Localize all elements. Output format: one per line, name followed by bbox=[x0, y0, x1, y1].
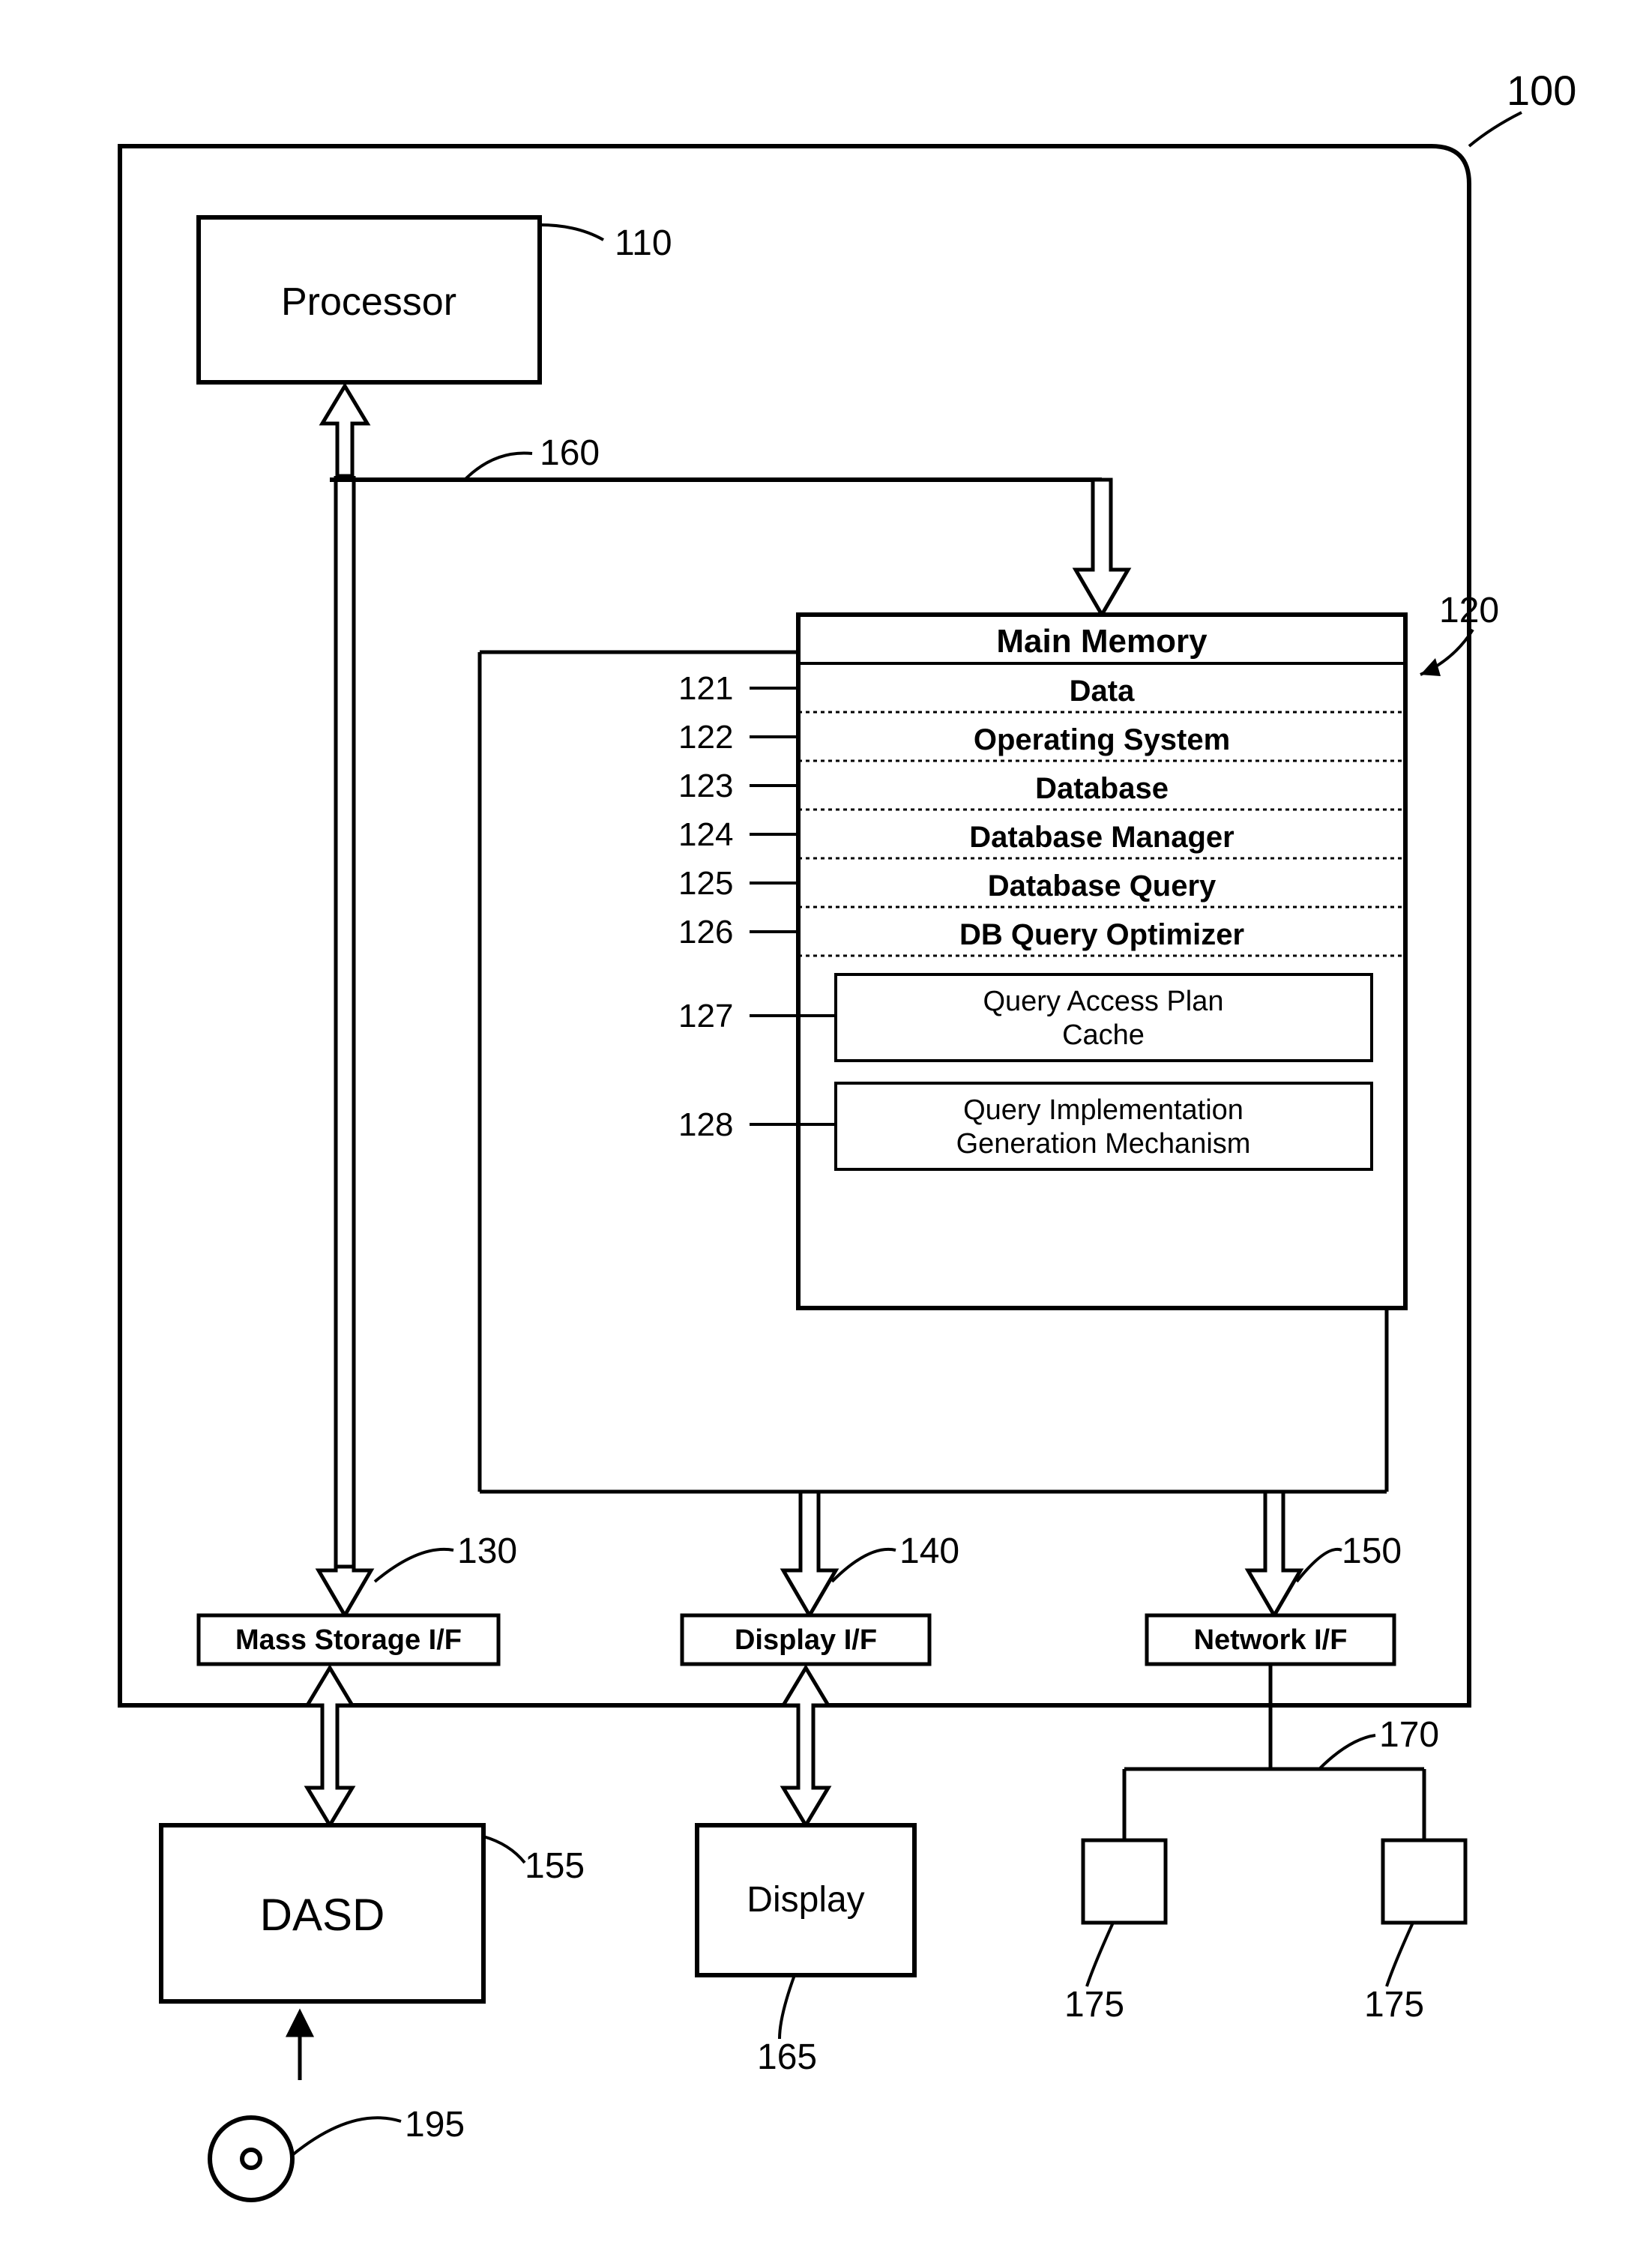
ref-121: 121 bbox=[678, 670, 733, 707]
main-memory: Main Memory Data Operating System Databa… bbox=[798, 615, 1405, 1308]
network-ref: 170 bbox=[1379, 1715, 1439, 1755]
ref-128: 128 bbox=[678, 1106, 733, 1143]
ref-127: 127 bbox=[678, 998, 733, 1034]
massif-ref: 130 bbox=[457, 1531, 517, 1571]
mem-os: Operating System bbox=[974, 723, 1230, 756]
memory-title: Main Memory bbox=[996, 623, 1208, 660]
disc-icon bbox=[210, 2118, 292, 2200]
dasd-leader bbox=[483, 1836, 525, 1863]
disc-leader bbox=[292, 2118, 401, 2155]
network-leader bbox=[1319, 1735, 1375, 1769]
processor-label: Processor bbox=[281, 280, 456, 324]
node1-leader bbox=[1087, 1923, 1113, 1986]
mem-dbm: Database Manager bbox=[969, 821, 1234, 854]
qigm-l1: Query Implementation bbox=[963, 1094, 1243, 1126]
node2-leader bbox=[1387, 1923, 1413, 1986]
system-leader bbox=[1469, 112, 1522, 146]
cache-l2: Cache bbox=[1062, 1019, 1145, 1051]
display-label: Display bbox=[747, 1880, 864, 1920]
mem-data: Data bbox=[1070, 675, 1135, 708]
ref-123: 123 bbox=[678, 768, 733, 804]
dispif-label: Display I/F bbox=[735, 1624, 877, 1656]
netif-ref: 150 bbox=[1342, 1531, 1402, 1571]
memory-ref: 120 bbox=[1439, 591, 1499, 630]
dasd-label: DASD bbox=[260, 1890, 385, 1940]
processor-ref: 110 bbox=[615, 223, 672, 263]
node2-ref: 175 bbox=[1364, 1985, 1424, 2025]
display-ref: 165 bbox=[757, 2037, 817, 2077]
massif-label: Mass Storage I/F bbox=[235, 1624, 462, 1656]
display-arrow bbox=[783, 1668, 828, 1825]
dispif-ref: 140 bbox=[899, 1531, 959, 1571]
node1-ref: 175 bbox=[1064, 1985, 1124, 2025]
disc-ref: 195 bbox=[405, 2105, 465, 2145]
node2-box bbox=[1383, 1840, 1465, 1923]
ref-126: 126 bbox=[678, 914, 733, 950]
ref-122: 122 bbox=[678, 719, 733, 756]
mem-dbq: Database Query bbox=[988, 870, 1217, 903]
display-leader bbox=[780, 1975, 795, 2039]
system-ref: 100 bbox=[1507, 67, 1576, 114]
dasd-ref: 155 bbox=[525, 1846, 585, 1886]
ref-125: 125 bbox=[678, 865, 733, 902]
mem-db: Database bbox=[1035, 772, 1169, 805]
bus-ref: 160 bbox=[540, 433, 600, 473]
netif-label: Network I/F bbox=[1194, 1624, 1348, 1656]
mem-opt: DB Query Optimizer bbox=[959, 918, 1244, 951]
cache-l1: Query Access Plan bbox=[983, 986, 1223, 1017]
system-diagram: 100 Processor 110 160 Main Memory Data O… bbox=[0, 0, 1652, 2263]
ref-124: 124 bbox=[678, 816, 733, 853]
qigm-l2: Generation Mechanism bbox=[956, 1128, 1251, 1160]
node1-box bbox=[1083, 1840, 1166, 1923]
disc-arrow bbox=[289, 2013, 311, 2080]
dasd-arrow bbox=[307, 1668, 352, 1825]
